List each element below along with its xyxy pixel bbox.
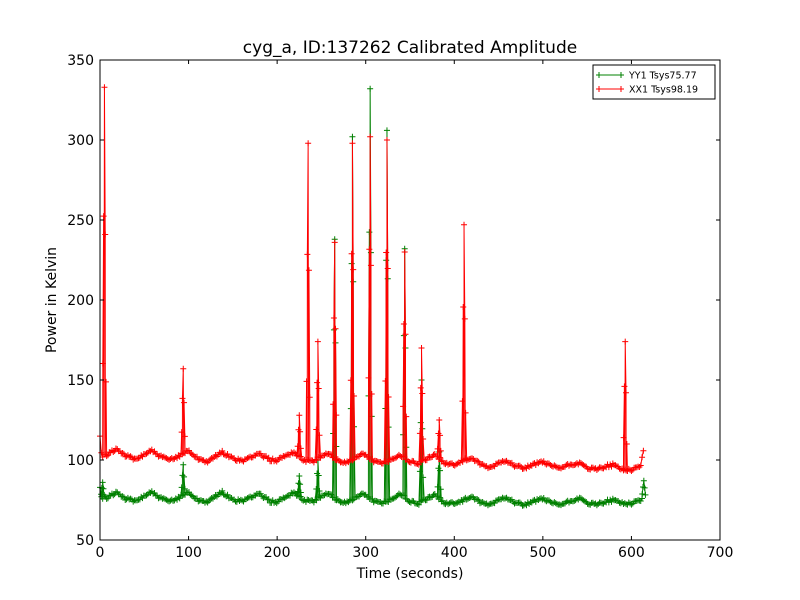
y-tick-label: 150 xyxy=(67,373,94,389)
legend-label: YY1 Tsys75.77 xyxy=(628,71,697,82)
axes-layer: 0 100 200 300 400 500 600 700 50 100 150 200 250 300 3… xyxy=(67,53,733,561)
y-tick-label: 50 xyxy=(76,533,94,549)
series-layer xyxy=(97,84,649,509)
legend-box xyxy=(592,64,716,100)
legend-entry: XX1 Tsys98.19 xyxy=(596,85,698,96)
x-tick-label: 500 xyxy=(529,545,556,561)
legend-label: XX1 Tsys98.19 xyxy=(629,85,698,96)
x-tick-label: 600 xyxy=(618,545,645,561)
legend-entry: YY1 Tsys75.77 xyxy=(596,71,697,82)
x-tick-label: 300 xyxy=(352,545,379,561)
y-tick-label: 250 xyxy=(67,213,94,229)
x-tick-label: 100 xyxy=(175,545,202,561)
y-tick-label: 350 xyxy=(67,53,94,69)
x-tick-label: 200 xyxy=(264,545,291,561)
y-tick-label: 200 xyxy=(67,293,94,309)
y-tick-label: 300 xyxy=(67,133,94,149)
x-tick-label: 400 xyxy=(441,545,468,561)
x-tick-label: 0 xyxy=(96,545,105,561)
y-tick-label: 100 xyxy=(67,453,94,469)
chart-title: cyg_a, ID:137262 Calibrated Amplitude xyxy=(243,38,577,58)
x-tick-label: 700 xyxy=(707,545,734,561)
legend: YY1 Tsys75.77 XX1 Tsys98.19 xyxy=(592,64,716,100)
y-axis-title: Power in Kelvin xyxy=(44,247,60,353)
x-axis-title: Time (seconds) xyxy=(356,566,464,582)
series-xx1 xyxy=(97,84,647,475)
legend-marker xyxy=(596,86,624,92)
legend-marker xyxy=(596,72,624,78)
